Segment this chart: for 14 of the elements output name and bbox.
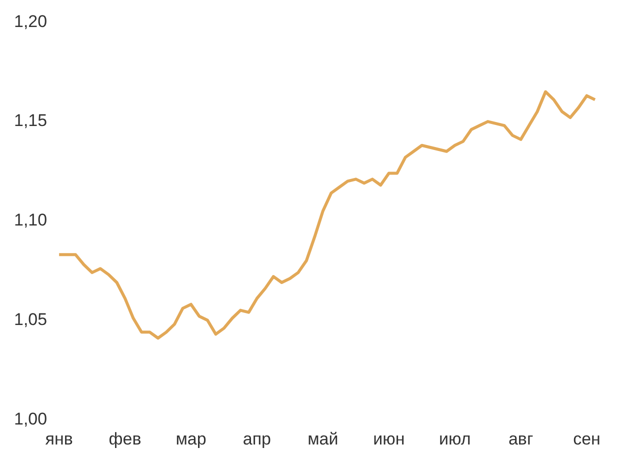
x-tick-label: апр	[242, 429, 272, 448]
x-tick-label: янв	[45, 429, 73, 448]
x-tick-label: сен	[573, 429, 600, 448]
y-tick-label: 1,05	[14, 310, 48, 329]
x-tick-label: мар	[176, 429, 206, 448]
x-tick-label: фев	[108, 429, 142, 448]
x-tick-label: май	[308, 429, 338, 448]
y-tick-label: 1,20	[14, 12, 48, 31]
x-tick-label: июн	[373, 429, 405, 448]
y-tick-label: 1,15	[14, 111, 48, 130]
y-tick-label: 1,00	[14, 409, 48, 428]
y-tick-label: 1,10	[14, 210, 48, 230]
x-tick-label: авг	[508, 429, 534, 448]
x-tick-label: июл	[438, 429, 471, 448]
